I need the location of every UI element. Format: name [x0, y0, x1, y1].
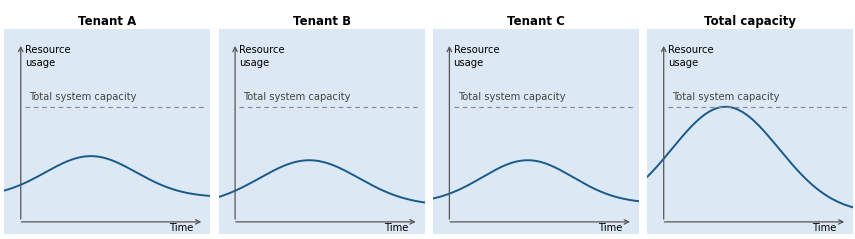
Text: Total system capacity: Total system capacity: [244, 92, 351, 102]
Text: Total system capacity: Total system capacity: [29, 92, 137, 102]
Title: Tenant B: Tenant B: [292, 15, 351, 27]
Text: Time: Time: [169, 223, 194, 233]
Text: Time: Time: [384, 223, 408, 233]
Title: Tenant A: Tenant A: [78, 15, 137, 27]
Text: Resource
usage: Resource usage: [239, 45, 285, 68]
Title: Total capacity: Total capacity: [705, 15, 796, 27]
Text: Total system capacity: Total system capacity: [672, 92, 780, 102]
Text: Time: Time: [598, 223, 622, 233]
Text: Resource
usage: Resource usage: [453, 45, 499, 68]
Text: Time: Time: [812, 223, 837, 233]
Text: Resource
usage: Resource usage: [25, 45, 70, 68]
Text: Total system capacity: Total system capacity: [457, 92, 565, 102]
Text: Resource
usage: Resource usage: [668, 45, 713, 68]
Title: Tenant C: Tenant C: [507, 15, 565, 27]
